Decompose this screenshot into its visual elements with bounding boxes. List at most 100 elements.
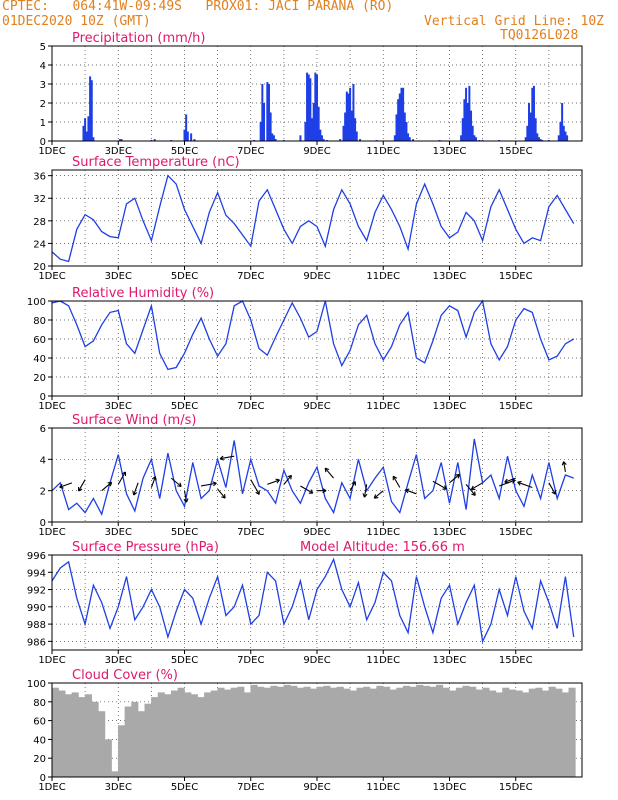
cloud-bar xyxy=(383,686,391,777)
wind-arrow-head xyxy=(223,494,226,499)
precip-bar xyxy=(395,114,398,141)
temperature-ytick-label: 24 xyxy=(33,239,46,250)
precip-bar xyxy=(190,133,193,141)
temperature-xtick-label: 11DEC xyxy=(366,271,400,282)
precip-xtick-label: 7DEC xyxy=(237,146,264,157)
wind-arrow-shaft xyxy=(78,479,86,492)
wind-arrow xyxy=(404,488,417,495)
wind-arrow-head xyxy=(255,491,260,495)
precip-bar xyxy=(355,131,358,141)
precip-bar xyxy=(350,110,353,141)
wind-arrow-head xyxy=(561,461,565,466)
wind-xtick-label: 7DEC xyxy=(237,527,264,538)
precip-bar xyxy=(465,87,468,141)
pressure-frame xyxy=(51,554,583,651)
cloud-bar xyxy=(177,687,185,777)
pressure-xtick-label: 3DEC xyxy=(105,655,132,666)
wind-arrow-head xyxy=(551,491,556,495)
cloud-xtick-label: 7DEC xyxy=(237,782,264,793)
humidity-ytick-label: 100 xyxy=(27,297,46,308)
wind-arrow-head xyxy=(290,475,292,480)
precip-bar xyxy=(89,76,92,141)
precip-xtick-label: 15DEC xyxy=(499,146,533,157)
temperature-panel xyxy=(48,169,583,270)
precip-bar xyxy=(564,131,567,141)
humidity-series-line xyxy=(51,299,575,371)
wind-arrow-shaft xyxy=(405,489,417,495)
wind-arrow-head xyxy=(517,480,522,483)
wind-arrow xyxy=(219,455,235,461)
cloud-bar xyxy=(118,725,126,777)
wind-arrow-shaft xyxy=(220,455,235,460)
wind-arrow-head xyxy=(474,491,476,496)
wind-arrow-shaft xyxy=(392,475,401,488)
precip-bar xyxy=(529,112,532,141)
precip-bar xyxy=(471,125,474,141)
wind-arrow-head xyxy=(107,481,112,484)
temperature-xtick-label: 1DEC xyxy=(38,271,65,282)
pressure-ytick-label: 988 xyxy=(27,620,46,631)
humidity-ytick-label: 60 xyxy=(33,335,46,346)
wind-arrow-head xyxy=(455,473,460,476)
cloud-bar xyxy=(78,697,86,777)
precip-bar xyxy=(319,129,322,141)
cloud-bar xyxy=(151,697,159,777)
wind-arrow xyxy=(267,478,280,485)
precip-bar xyxy=(460,135,463,141)
wind-arrow xyxy=(101,481,113,492)
precip-bar xyxy=(524,137,527,141)
header-date: 01DEC2020 10Z (GMT) xyxy=(2,14,151,29)
pressure-xtick-label: 5DEC xyxy=(171,655,198,666)
cloud-bar xyxy=(58,690,66,777)
precip-panel xyxy=(48,45,583,145)
wind-arrow-shaft xyxy=(170,477,182,487)
wind-arrow-head xyxy=(404,489,409,494)
cloud-bar xyxy=(323,685,331,777)
precip-xtick-label: 11DEC xyxy=(366,146,400,157)
precip-bar xyxy=(317,106,320,141)
precip-bar xyxy=(402,87,405,141)
cloud-bar xyxy=(243,692,251,777)
wind-arrow-head xyxy=(132,491,135,496)
header-grid-line: Vertical Grid Line: 10Z xyxy=(424,14,605,29)
precip-ytick-label: 1 xyxy=(40,118,46,129)
cloud-bar xyxy=(568,687,576,777)
wind-arrow-shaft xyxy=(101,481,112,492)
wind-ytick-label: 0 xyxy=(40,518,46,529)
wind-arrow-head xyxy=(351,481,356,485)
precip-bar xyxy=(539,139,542,141)
cloud-bar xyxy=(455,687,463,777)
cloud-panel xyxy=(48,682,583,781)
wind-arrow-head xyxy=(517,481,521,486)
wind-arrow-head xyxy=(322,490,327,494)
cloud-ytick-label: 40 xyxy=(33,735,46,746)
cloud-bar xyxy=(197,697,205,777)
wind-arrow-shaft xyxy=(373,490,384,499)
wind-arrow-head xyxy=(444,485,447,490)
wind-arrow-head xyxy=(212,481,217,484)
pressure-xtick-label: 1DEC xyxy=(38,655,65,666)
precip-bar xyxy=(526,125,529,141)
wind-arrow-head xyxy=(275,478,280,481)
cloud-bar xyxy=(303,686,311,777)
precip-bar xyxy=(557,135,560,141)
pressure-xtick-label: 9DEC xyxy=(303,655,330,666)
wind-arrow-head xyxy=(177,485,182,488)
cloud-bar xyxy=(296,687,304,777)
precip-bar xyxy=(263,103,265,141)
wind-arrow xyxy=(170,477,182,488)
cloud-xtick-label: 11DEC xyxy=(366,782,400,793)
wind-arrow-head xyxy=(221,496,226,499)
cloud-bar xyxy=(356,687,364,777)
cloud-bar xyxy=(131,701,139,777)
precip-xtick-label: 9DEC xyxy=(303,146,330,157)
wind-arrow xyxy=(200,481,217,487)
precip-bar xyxy=(185,114,188,141)
precip-bar xyxy=(473,135,476,141)
cloud-bar xyxy=(210,690,218,777)
wind-arrow-shaft xyxy=(517,481,533,489)
wind-arrow xyxy=(250,479,260,495)
wind-arrow-head xyxy=(151,476,156,480)
wind-arrow-shaft xyxy=(117,471,126,485)
wind-series-line xyxy=(51,438,574,516)
